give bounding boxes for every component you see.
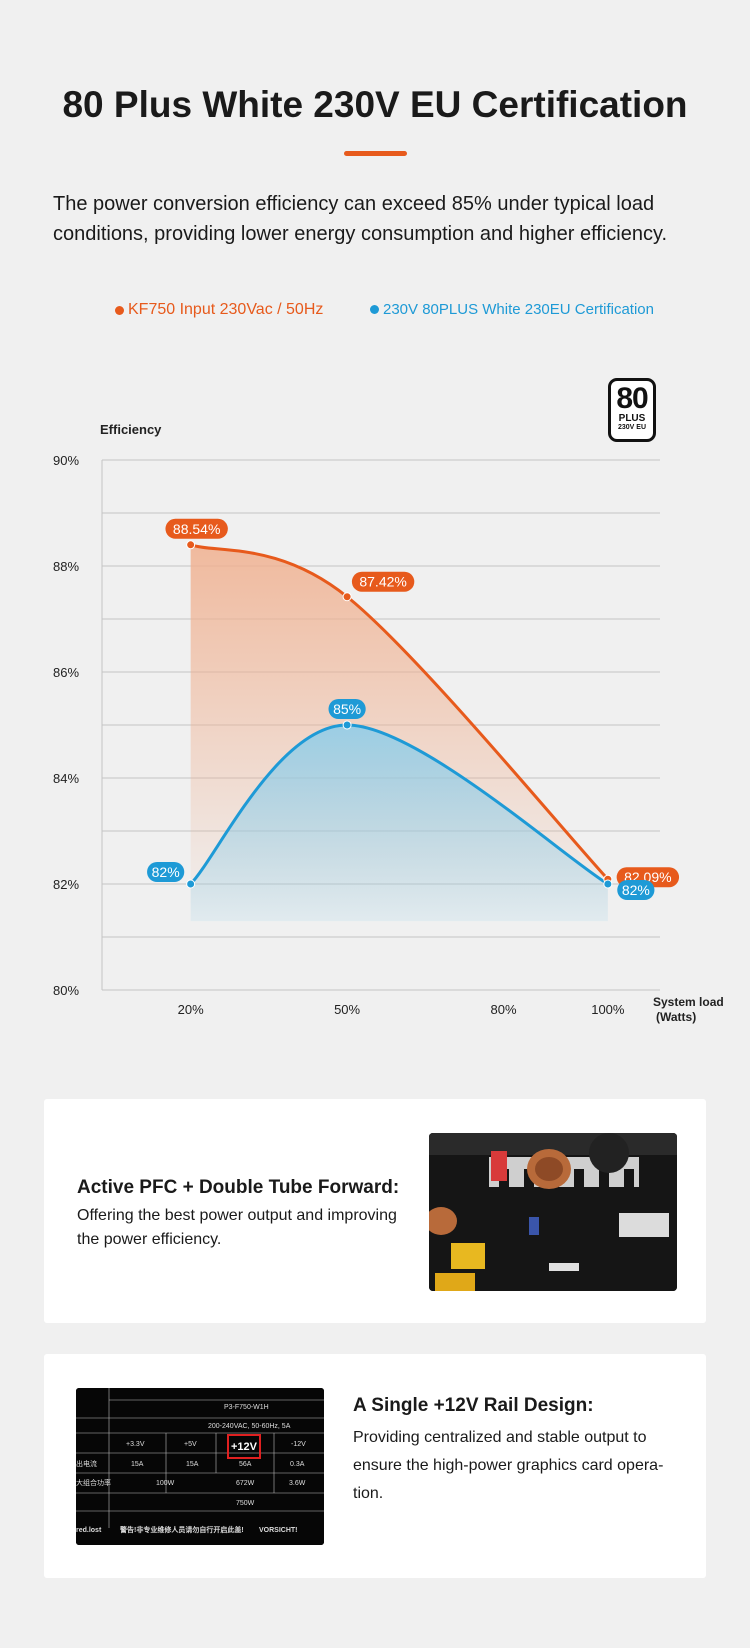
x-tick-label: 20% bbox=[178, 1002, 204, 1017]
label-row2-title: 大组合功率 bbox=[76, 1478, 111, 1487]
data-label: 88.54% bbox=[173, 521, 220, 537]
label-rail-neg12: -12V bbox=[291, 1441, 306, 1448]
label-warn-de: VORSICHT! bbox=[259, 1527, 298, 1534]
data-point bbox=[342, 720, 352, 730]
y-tick-label: 88% bbox=[53, 559, 79, 574]
x-tick-label: 50% bbox=[334, 1002, 360, 1017]
pcb-illustration bbox=[429, 1133, 677, 1291]
data-label: 87.42% bbox=[359, 574, 406, 590]
label-total: 750W bbox=[236, 1500, 255, 1507]
logo-80: 80 bbox=[616, 382, 648, 415]
legend-label-white: 230V 80PLUS White 230EU Certification bbox=[383, 301, 654, 318]
feature-title-rail: A Single +12V Rail Design: bbox=[353, 1395, 594, 1416]
logo-plus: PLUS bbox=[618, 413, 646, 424]
series-line bbox=[190, 543, 609, 881]
psu-label-photo: P3-F750-W1H 200-240VAC, 50-60Hz, 5A +3.3… bbox=[76, 1388, 324, 1545]
label-row2-c2: 672W bbox=[236, 1480, 255, 1487]
data-label-pill bbox=[165, 518, 228, 539]
psu-label-illustration: P3-F750-W1H 200-240VAC, 50-60Hz, 5A +3.3… bbox=[76, 1388, 324, 1545]
data-label-pill bbox=[617, 880, 655, 900]
x-tick-label: 100% bbox=[591, 1002, 625, 1017]
logo-sub: 230V EU bbox=[617, 424, 647, 431]
label-rail-33: +3.3V bbox=[126, 1441, 145, 1448]
legend-label-kf750: KF750 Input 230Vac / 50Hz bbox=[128, 301, 324, 318]
efficiency-chart: 80% 82% 84% 86% 88% 90% 20% 50% 80% 100% 88.54% 87… bbox=[53, 422, 727, 1024]
data-point bbox=[186, 879, 196, 889]
label-row1-c1: 15A bbox=[131, 1461, 144, 1468]
label-warn-cn: 警告!非专业维修人员请勿自行开启此盖! bbox=[120, 1525, 244, 1534]
y-tick-label: 86% bbox=[53, 665, 79, 680]
label-row1-title: 出电流 bbox=[76, 1459, 97, 1468]
y-tick-label: 84% bbox=[53, 771, 79, 786]
label-model: P3-F750-W1H bbox=[224, 1404, 269, 1411]
title-accent-bar bbox=[344, 151, 407, 156]
data-label-pill bbox=[147, 862, 185, 882]
label-rail-5: +5V bbox=[184, 1441, 197, 1448]
data-label-pill bbox=[351, 571, 415, 592]
blue-dot-icon bbox=[370, 305, 379, 314]
feature-card-pfc: Active PFC + Double Tube Forward: Offeri… bbox=[44, 1099, 706, 1323]
data-point bbox=[342, 592, 352, 602]
intro-text: The power conversion efficiency can exce… bbox=[53, 193, 668, 245]
feature-card-rail: P3-F750-W1H 200-240VAC, 50-60Hz, 5A +3.3… bbox=[44, 1354, 706, 1578]
label-input: 200-240VAC, 50-60Hz, 5A bbox=[208, 1423, 291, 1430]
feature-text-pfc: Offering the best power output and impro… bbox=[77, 1207, 397, 1248]
label-warn-left: red.lost bbox=[76, 1527, 102, 1534]
data-label: 85% bbox=[333, 701, 361, 717]
x-axis-label: System load (Watts) bbox=[653, 995, 727, 1024]
y-tick-label: 82% bbox=[53, 877, 79, 892]
pcb-photo bbox=[429, 1133, 677, 1291]
label-rail-12: +12V bbox=[231, 1441, 258, 1453]
legend-item-white: 230V 80PLUS White 230EU Certification bbox=[370, 301, 654, 318]
label-row2-c1: 100W bbox=[156, 1480, 175, 1487]
label-row2-c3: 3.6W bbox=[289, 1480, 306, 1487]
page-title: 80 Plus White 230V EU Certification bbox=[62, 84, 688, 125]
x-axis-label-line2: (Watts) bbox=[656, 1010, 696, 1024]
data-label: 82% bbox=[622, 882, 650, 898]
legend-item-kf750: KF750 Input 230Vac / 50Hz bbox=[115, 301, 323, 319]
label-row1-c2: 15A bbox=[186, 1461, 199, 1468]
x-tick-label: 80% bbox=[491, 1002, 517, 1017]
label-row1-c3: 56A bbox=[239, 1461, 252, 1468]
data-point bbox=[603, 879, 613, 889]
feature-text-rail: Providing centralized and stable output … bbox=[353, 1429, 664, 1502]
label-row1-c4: 0.3A bbox=[290, 1461, 305, 1468]
80plus-logo: 80 PLUS 230V EU bbox=[608, 378, 656, 442]
y-axis-label: Efficiency bbox=[100, 422, 162, 437]
data-label: 82% bbox=[152, 864, 180, 880]
data-point bbox=[186, 540, 196, 550]
series-area bbox=[190, 725, 608, 922]
y-tick-label: 90% bbox=[53, 453, 79, 468]
y-tick-label: 80% bbox=[53, 983, 79, 998]
x-axis-label-line1: System load bbox=[653, 995, 724, 1009]
data-label-pill bbox=[328, 699, 366, 719]
orange-dot-icon bbox=[115, 305, 124, 315]
feature-title-pfc: Active PFC + Double Tube Forward: bbox=[77, 1177, 400, 1198]
